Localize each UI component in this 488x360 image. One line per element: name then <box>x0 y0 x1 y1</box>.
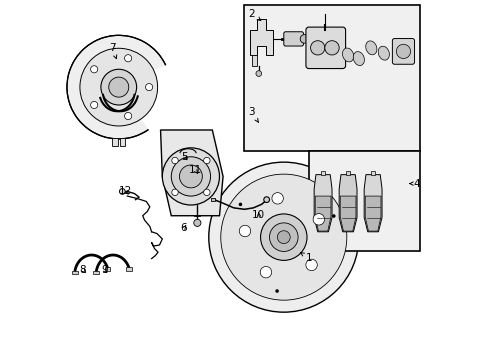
Bar <box>244 5 419 152</box>
Wedge shape <box>119 64 172 131</box>
Circle shape <box>208 162 358 312</box>
Circle shape <box>90 66 98 73</box>
Circle shape <box>275 289 278 293</box>
Circle shape <box>271 193 283 204</box>
Bar <box>210 198 215 202</box>
Circle shape <box>300 35 308 43</box>
Polygon shape <box>315 196 330 231</box>
Circle shape <box>171 157 178 164</box>
Bar <box>104 267 110 271</box>
Circle shape <box>269 223 298 251</box>
Bar <box>308 152 419 251</box>
Text: 10: 10 <box>252 210 265 220</box>
Polygon shape <box>249 19 272 55</box>
Text: 6: 6 <box>180 223 187 233</box>
FancyBboxPatch shape <box>283 32 303 46</box>
Circle shape <box>238 203 242 206</box>
Circle shape <box>124 112 131 120</box>
Circle shape <box>124 55 131 62</box>
Circle shape <box>305 259 317 271</box>
Circle shape <box>80 48 157 126</box>
Text: 2: 2 <box>248 9 260 21</box>
Text: 8: 8 <box>80 265 86 275</box>
Ellipse shape <box>352 51 364 66</box>
Circle shape <box>312 213 324 225</box>
Circle shape <box>277 231 290 244</box>
Ellipse shape <box>377 46 388 60</box>
Ellipse shape <box>365 41 376 55</box>
Ellipse shape <box>342 48 353 62</box>
Circle shape <box>90 102 98 109</box>
Circle shape <box>260 266 271 278</box>
Circle shape <box>331 214 335 218</box>
Polygon shape <box>251 55 257 66</box>
Circle shape <box>395 44 410 59</box>
Circle shape <box>145 84 152 91</box>
Bar <box>93 270 99 274</box>
Circle shape <box>239 225 250 237</box>
Circle shape <box>324 41 339 55</box>
Text: 9: 9 <box>101 265 107 275</box>
Circle shape <box>67 35 170 139</box>
Bar <box>112 138 118 146</box>
Bar <box>321 171 324 175</box>
Circle shape <box>162 148 219 205</box>
Bar <box>126 267 132 271</box>
Polygon shape <box>339 175 356 232</box>
Polygon shape <box>365 196 380 231</box>
Circle shape <box>260 214 306 260</box>
FancyBboxPatch shape <box>391 39 414 64</box>
Circle shape <box>108 77 128 97</box>
Text: 7: 7 <box>109 43 117 59</box>
Bar <box>370 171 374 175</box>
Circle shape <box>119 189 125 194</box>
Bar <box>346 171 349 175</box>
Text: 11: 11 <box>188 165 202 175</box>
Circle shape <box>171 157 210 196</box>
Text: 4: 4 <box>409 179 419 189</box>
Text: 5: 5 <box>181 152 188 162</box>
Circle shape <box>220 174 346 300</box>
Circle shape <box>179 165 202 188</box>
Circle shape <box>203 189 210 195</box>
Circle shape <box>263 197 269 203</box>
Polygon shape <box>313 175 331 232</box>
Bar <box>72 270 78 274</box>
Polygon shape <box>340 196 355 231</box>
FancyBboxPatch shape <box>305 27 345 68</box>
Circle shape <box>101 69 136 105</box>
Bar <box>120 138 125 146</box>
Text: 3: 3 <box>248 107 258 122</box>
Text: 12: 12 <box>119 186 132 197</box>
Text: 1: 1 <box>300 252 311 263</box>
Polygon shape <box>364 175 381 232</box>
Polygon shape <box>160 130 223 216</box>
Circle shape <box>203 157 210 164</box>
Circle shape <box>255 71 261 76</box>
Circle shape <box>193 219 201 226</box>
Circle shape <box>310 41 324 55</box>
Circle shape <box>171 189 178 195</box>
